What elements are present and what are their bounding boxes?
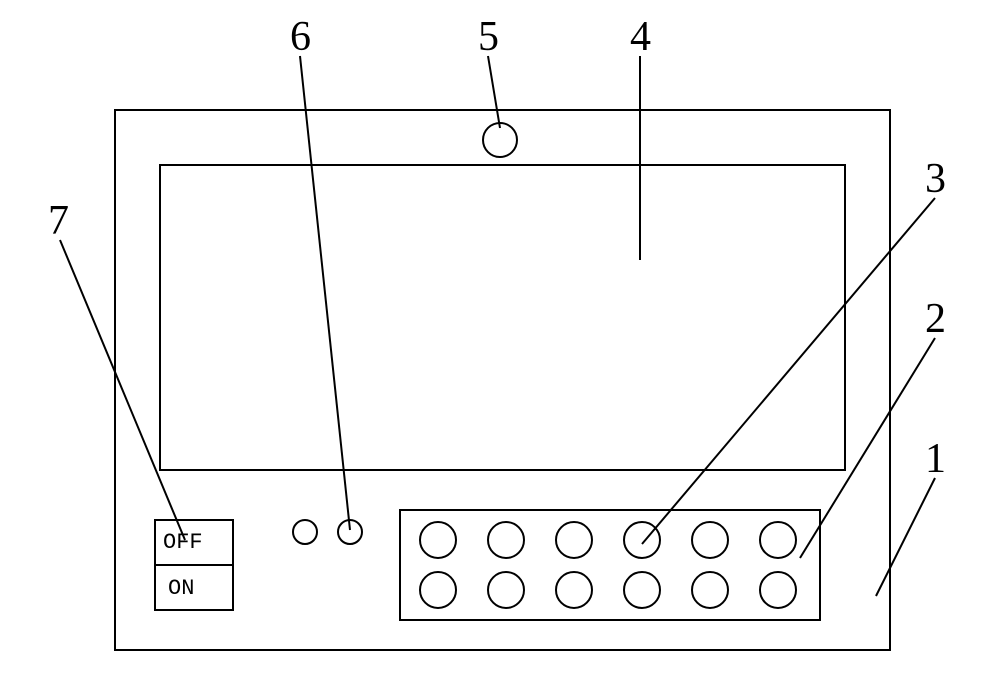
outer-panel [115,110,890,650]
keypad-button-0-2[interactable] [556,522,592,558]
keypad-button-1-1[interactable] [488,572,524,608]
camera-circle [483,123,517,157]
diagram-stage: 5 4 6 7 3 2 1 OFF ON [0,0,1000,695]
keypad-button-0-1[interactable] [488,522,524,558]
callout-label-2: 2 [925,298,946,340]
keypad-button-0-0[interactable] [420,522,456,558]
callout-label-1: 1 [925,438,946,480]
indicator-circle-0 [293,520,317,544]
keypad-button-1-4[interactable] [692,572,728,608]
leader-l2 [800,338,935,558]
keypad-button-1-0[interactable] [420,572,456,608]
callout-label-6: 6 [290,16,311,58]
leader-l6 [300,56,350,530]
keypad-button-1-5[interactable] [760,572,796,608]
switch-off-label: OFF [163,530,203,555]
keypad-button-1-2[interactable] [556,572,592,608]
leader-l5 [488,56,500,128]
button-panel [400,510,820,620]
callout-label-5: 5 [478,16,499,58]
leader-l3 [642,198,935,544]
callout-label-4: 4 [630,16,651,58]
switch-on-label: ON [168,576,194,601]
keypad-button-0-5[interactable] [760,522,796,558]
keypad-button-0-3[interactable] [624,522,660,558]
keypad-button-0-4[interactable] [692,522,728,558]
keypad-button-1-3[interactable] [624,572,660,608]
diagram-svg [0,0,1000,695]
leader-l1 [876,478,935,596]
callout-label-3: 3 [925,158,946,200]
callout-label-7: 7 [48,200,69,242]
leader-l7 [60,240,185,540]
